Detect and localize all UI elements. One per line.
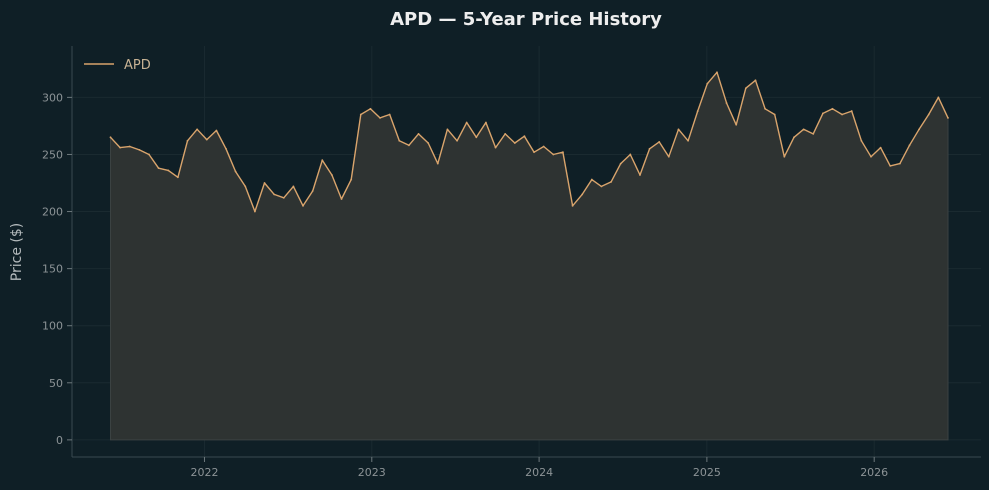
x-tick-label: 2023 [358,466,386,479]
legend: APD [84,58,151,73]
x-tick-label: 2022 [190,466,218,479]
y-tick-label: 0 [56,434,63,447]
y-tick-label: 200 [42,206,63,219]
x-tick-label: 2025 [693,466,721,479]
chart-title: APD — 5-Year Price History [390,9,662,30]
y-tick-label: 300 [42,91,63,104]
series-line-apd [109,71,949,213]
x-tick-label: 2024 [525,466,553,479]
y-axis-ticks: 0 50 100 150 200 250 300 [42,91,72,447]
x-tick-label: 2026 [860,466,888,479]
x-axis-ticks: 2022 2023 2024 2025 2026 [190,457,888,479]
legend-label-apd: APD [124,58,151,73]
y-axis-label: Price ($) [9,223,25,281]
y-tick-label: 150 [42,263,63,276]
y-tick-label: 250 [42,148,63,161]
y-tick-label: 100 [42,320,63,333]
y-tick-label: 50 [49,377,63,390]
